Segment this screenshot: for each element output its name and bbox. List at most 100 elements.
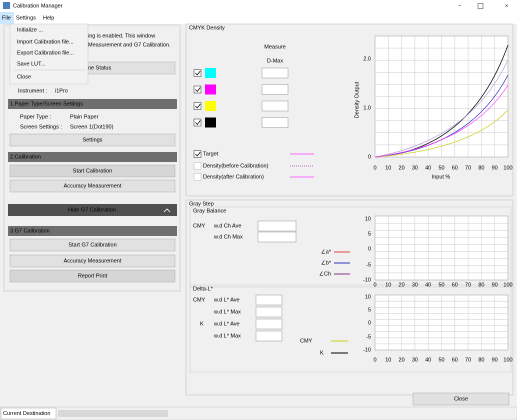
file-menu-item[interactable]: Initialize ... <box>17 27 43 33</box>
title-bar <box>0 0 517 12</box>
menu-item[interactable]: Settings <box>16 15 36 21</box>
text-input[interactable] <box>257 220 297 232</box>
legend-label: ∠b* <box>321 259 332 266</box>
text-input[interactable] <box>255 294 283 306</box>
x-tick-label: 20 <box>399 282 405 288</box>
button[interactable] <box>412 392 510 406</box>
text-input[interactable] <box>261 100 289 112</box>
notice-text: ing is enabled. This window <box>88 33 155 39</box>
checkbox[interactable] <box>193 150 202 158</box>
button[interactable] <box>9 179 176 193</box>
group-label: CMY <box>193 297 206 303</box>
box-title: Delta-L* <box>193 286 214 292</box>
button-label: Start G7 Calibration <box>68 242 116 248</box>
group-label: CMY <box>193 223 206 229</box>
x-tick-label: 10 <box>385 282 391 288</box>
x-tick-label: 30 <box>412 282 418 288</box>
checkbox[interactable] <box>193 173 202 181</box>
x-tick-label: 100 <box>503 282 512 288</box>
y-tick-label: 5 <box>368 307 371 313</box>
field-label: w.d L* Max <box>213 309 241 315</box>
x-tick-label: 100 <box>503 165 512 171</box>
legend-label: Density(before Calibration) <box>203 163 269 169</box>
check <box>195 151 201 157</box>
x-axis-label: Input % <box>432 174 451 180</box>
maximize-button[interactable] <box>477 3 484 9</box>
button <box>9 164 176 178</box>
check <box>195 70 201 76</box>
minimize-button[interactable]: − <box>458 3 461 9</box>
group-label: K <box>200 321 204 327</box>
field-value: Screen 1(Dot190) <box>70 124 114 130</box>
file-menu-item: Save LUT... <box>17 61 46 67</box>
check <box>195 103 201 109</box>
text-input[interactable] <box>255 306 283 318</box>
button[interactable] <box>9 254 176 268</box>
x-tick-label: 80 <box>478 357 484 363</box>
file-menu-item[interactable]: Close <box>17 74 31 80</box>
checkbox[interactable] <box>193 85 202 94</box>
status-label-box <box>0 407 57 420</box>
column-header: D-Max <box>267 58 283 64</box>
status-label: Current Destination <box>3 411 50 417</box>
group-title: CMYK Density <box>189 25 225 31</box>
delta-l-box <box>189 284 512 373</box>
checkbox[interactable] <box>193 102 202 110</box>
text-input[interactable] <box>261 67 289 79</box>
density-curve <box>374 109 509 158</box>
x-tick-label: 0 <box>373 282 376 288</box>
checkbox[interactable] <box>193 118 202 127</box>
menu-bar <box>0 12 517 24</box>
legend-label: CMY <box>300 338 313 344</box>
x-tick-label: 50 <box>438 357 444 363</box>
y-tick-label: -5 <box>366 262 371 268</box>
legend-label: Density(after Calibration) <box>203 174 264 180</box>
field-label: w.d Ch Ave <box>213 223 241 229</box>
text-input[interactable] <box>257 231 297 243</box>
color-swatch <box>205 117 216 128</box>
legend-label: K <box>320 350 324 356</box>
text-input[interactable] <box>261 117 289 128</box>
legend-label: ∠a* <box>321 248 332 255</box>
text-input[interactable] <box>261 84 289 95</box>
x-tick-label: 30 <box>412 357 418 363</box>
y-tick-label: 5 <box>368 231 371 237</box>
color-swatch <box>205 84 216 95</box>
button <box>9 269 176 283</box>
field-label: w.d Ch Max <box>213 234 243 240</box>
button-label: Report Print <box>78 273 108 279</box>
section-title: 3.G7 Calibration <box>10 228 50 234</box>
density-curve <box>374 74 509 158</box>
toggle-bar[interactable] <box>8 204 177 216</box>
file-menu-item[interactable]: Import Calibration file... <box>17 39 74 45</box>
x-tick-label: 40 <box>425 282 431 288</box>
x-tick-label: 40 <box>425 165 431 171</box>
menu-item[interactable]: Help <box>43 15 54 21</box>
x-tick-label: 60 <box>452 165 458 171</box>
y-tick-label: -10 <box>363 347 371 353</box>
density-curve <box>374 59 509 158</box>
field-label: w.d L* Max <box>213 333 241 339</box>
checkbox[interactable] <box>193 69 202 77</box>
y-tick-label: 0 <box>368 246 371 252</box>
button-label: ne Status <box>88 65 111 71</box>
file-menu-item[interactable]: Export Calibration file... <box>17 50 74 56</box>
check <box>195 120 201 126</box>
button[interactable] <box>9 133 176 147</box>
chevron <box>163 208 171 213</box>
menu-item[interactable]: File <box>2 15 11 21</box>
text-input[interactable] <box>255 330 283 342</box>
button[interactable] <box>9 238 176 252</box>
close-window-button[interactable]: × <box>505 3 508 9</box>
x-tick-label: 60 <box>452 282 458 288</box>
toggle-label: Hide G7 Calibration <box>68 207 116 213</box>
group-title: Gray Step <box>189 201 214 207</box>
text-input[interactable] <box>255 318 283 330</box>
checkbox[interactable] <box>193 162 202 170</box>
y-tick-label: 10 <box>365 216 371 222</box>
field-label: w.d L* Ave <box>213 321 240 327</box>
x-tick-label: 0 <box>373 357 376 363</box>
x-tick-label: 90 <box>492 357 498 363</box>
x-tick-label: 20 <box>399 165 405 171</box>
